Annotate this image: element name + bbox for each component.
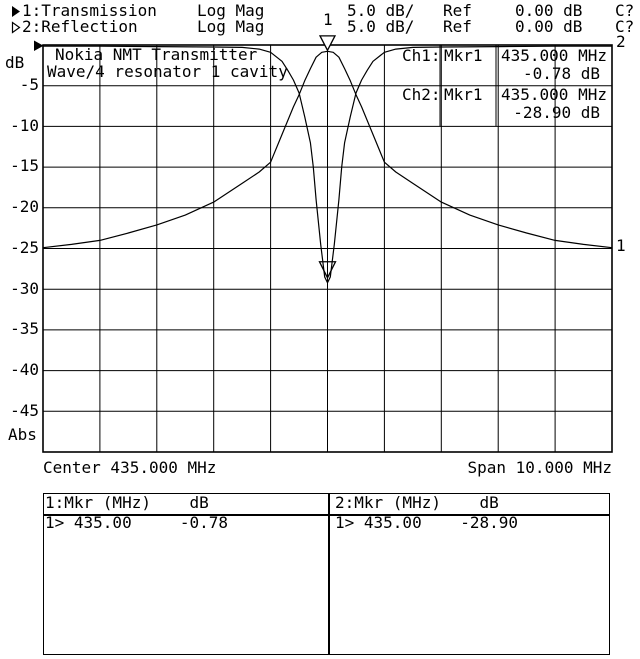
- grid-lines: [43, 45, 612, 452]
- ch1-cal-status: C?: [615, 1, 635, 20]
- marker-table-header-rule: [43, 514, 610, 516]
- ch2-ref-label: Ref: [443, 17, 472, 36]
- y-tick-label: -20: [10, 197, 39, 217]
- y-tick-label: -15: [10, 156, 39, 176]
- y-tick-label: -10: [10, 115, 39, 135]
- marker-table-ch1-row: 1> 435.00 -0.78: [45, 513, 229, 532]
- readout-ch1-value: -0.78 dB: [522, 64, 600, 83]
- ch1-header-label: 1:Transmission: [22, 1, 157, 20]
- x-axis-span-label: Span 10.000 MHz: [467, 458, 613, 477]
- readout-ch1-freq: 435.000 MHz: [501, 46, 607, 65]
- marker-table-ch2-header: 2:Mkr (MHz) dB: [335, 493, 499, 512]
- y-axis-unit-label: dB: [5, 53, 25, 72]
- marker1-trace1-triangle-icon: [318, 35, 337, 52]
- y-tick-label: -45: [10, 400, 39, 420]
- ch1-active-indicator-icon: [12, 6, 20, 17]
- y-tick-label: -25: [10, 237, 39, 257]
- ch2-scale-value: 5.0 dB/: [347, 17, 415, 36]
- marker-table-ch2-row: 1> 435.00 -28.90: [335, 513, 519, 532]
- readout-ch2-marker: Mkr1: [444, 85, 483, 104]
- trace2-end-label: 2: [616, 32, 626, 51]
- ch2-indicator-icon: [11, 21, 21, 34]
- ch2-ref-value: 0.00 dB: [515, 17, 583, 36]
- y-tick-label: -5: [19, 75, 39, 94]
- x-axis-center-label: Center 435.000 MHz: [43, 458, 217, 477]
- trace-reflection: [43, 45, 612, 284]
- readout-ch2-freq: 435.000 MHz: [501, 85, 607, 104]
- ch2-cal-status: C?: [615, 17, 635, 36]
- reference-level-arrow-icon: [34, 40, 44, 51]
- trace1-end-label: 1: [616, 236, 626, 255]
- marker-table: [43, 493, 610, 655]
- y-tick-label: -40: [10, 359, 39, 379]
- readout-ch1-channel: Ch1:: [402, 46, 441, 65]
- ch1-format-label: Log Mag: [197, 1, 265, 20]
- marker-table-divider: [328, 493, 330, 655]
- device-title-line1: Nokia NMT Transmitter: [55, 45, 258, 64]
- marker1-number-label: 1: [323, 10, 333, 29]
- ch1-ref-label: Ref: [443, 1, 472, 20]
- ch1-scale-value: 5.0 dB/: [347, 1, 415, 20]
- ch2-header-label: 2:Reflection: [22, 17, 138, 36]
- readout-ch2-channel: Ch2:: [402, 85, 441, 104]
- y-tick-label: -30: [10, 278, 39, 298]
- device-title-line2: Wave/4 resonator 1 cavity: [47, 62, 288, 81]
- ch1-ref-value: 0.00 dB: [515, 1, 583, 20]
- readout-ch1-marker: Mkr1: [444, 46, 483, 65]
- marker1-trace2-triangle-icon: [318, 261, 337, 280]
- ch2-format-label: Log Mag: [197, 17, 265, 36]
- readout-ch2-value: -28.90 dB: [513, 103, 600, 122]
- marker-table-ch1-header: 1:Mkr (MHz) dB: [45, 493, 209, 512]
- y-tick-label: -35: [10, 319, 39, 339]
- y-axis-abs-label: Abs: [8, 425, 37, 444]
